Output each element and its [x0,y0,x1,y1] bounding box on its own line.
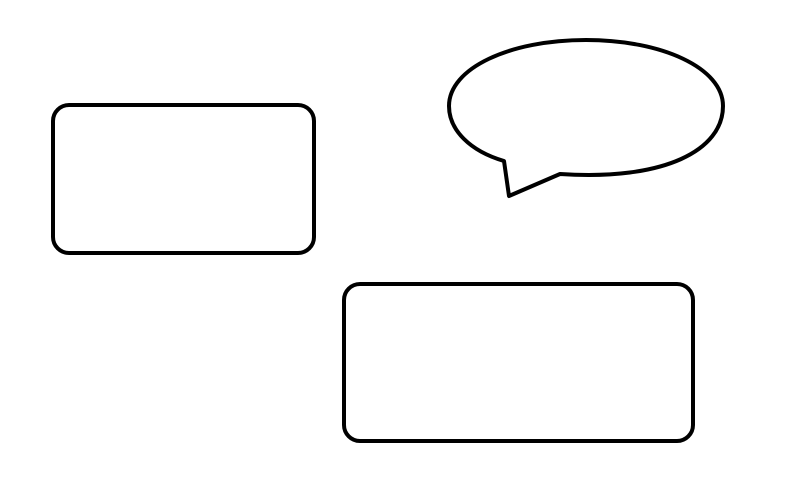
box-bottom-right [342,282,695,443]
speech-bubble [447,38,725,198]
box-left [51,103,316,255]
